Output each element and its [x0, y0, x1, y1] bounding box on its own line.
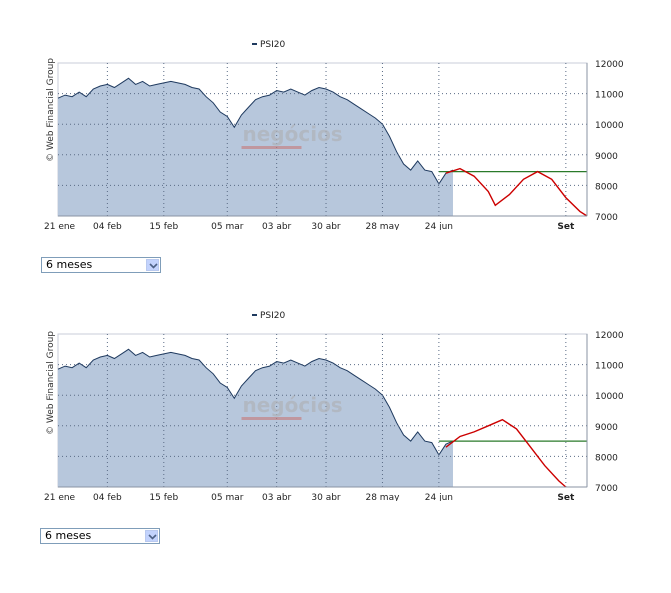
x-tick-label: 24 jun: [425, 222, 453, 230]
x-tick-label: 30 abr: [311, 222, 341, 230]
chart-1-range-select[interactable]: 6 meses: [41, 257, 161, 273]
chart-2-range-value: 6 meses: [45, 529, 92, 542]
y-tick-label: 10000: [595, 392, 624, 402]
watermark-logo: negócios: [243, 122, 343, 146]
chevron-down-icon[interactable]: [145, 530, 158, 542]
y-tick-label: 8000: [595, 453, 618, 463]
y-tick-label: 12000: [595, 331, 624, 341]
x-tick-label: 04 feb: [93, 493, 122, 501]
chart-2-svg: negócios 7000 8000 9000 10000 11000 12000 21 en…: [44, 311, 624, 501]
y-tick-label: 9000: [595, 152, 618, 162]
y-tick-label: 7000: [595, 484, 618, 494]
series-projection-line: [445, 418, 567, 488]
legend-label: PSI20: [260, 40, 286, 50]
y-tick-label: 11000: [595, 362, 624, 372]
x-tick-label: 28 may: [365, 493, 400, 501]
chevron-down-icon[interactable]: [146, 259, 159, 271]
chart-1-range-value: 6 meses: [46, 258, 93, 271]
series-psi20-line: [57, 348, 454, 456]
y-tick-label: 12000: [595, 60, 624, 70]
series-projection-line: [445, 167, 588, 217]
x-tick-label: 30 abr: [311, 493, 341, 501]
y-tick-label: 9000: [595, 423, 618, 433]
x-tick-label: 03 abr: [262, 493, 292, 501]
x-tick-label: 21 ene: [44, 493, 76, 501]
x-tick-label: 05 mar: [211, 493, 244, 501]
x-tick-label: 28 may: [365, 222, 400, 230]
y-tick-label: 8000: [595, 182, 618, 192]
chart-2: negócios 7000 8000 9000 10000 11000 12000 21 en…: [0, 301, 671, 501]
x-tick-label: 15 feb: [149, 222, 178, 230]
x-tick-label: Set: [557, 493, 575, 501]
watermark-logo: negócios: [243, 393, 343, 417]
y-tick-label: 7000: [595, 213, 618, 223]
chart-1-copyright: © Web Financial Group: [46, 57, 56, 162]
y-tick-label: 10000: [595, 121, 624, 131]
chart-1: negócios 7000 8000 9000 10000 11000 12000 21 en…: [0, 30, 671, 230]
chart-2-range-select[interactable]: 6 meses: [40, 528, 160, 544]
series-psi20-line: [57, 77, 454, 185]
x-tick-label: 24 jun: [425, 493, 453, 501]
x-tick-label: 21 ene: [44, 222, 76, 230]
x-tick-label: Set: [557, 222, 575, 230]
x-tick-label: 03 abr: [262, 222, 292, 230]
watermark-underline: [241, 146, 302, 149]
x-tick-label: 15 feb: [149, 493, 178, 501]
chart-2-copyright: © Web Financial Group: [46, 330, 56, 435]
y-tick-label: 11000: [595, 91, 624, 101]
x-tick-label: 04 feb: [93, 222, 122, 230]
legend-label: PSI20: [260, 311, 286, 321]
watermark-underline: [241, 417, 302, 420]
chart-1-svg: negócios 7000 8000 9000 10000 11000 12000 21 en…: [44, 40, 624, 230]
x-tick-label: 05 mar: [211, 222, 244, 230]
